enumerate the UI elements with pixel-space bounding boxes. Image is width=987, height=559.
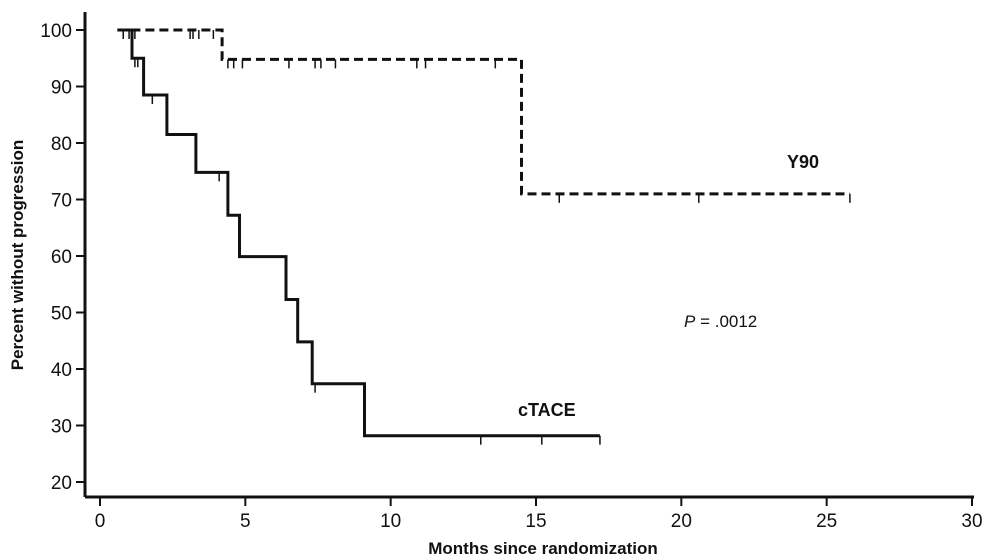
y-tick-label: 30 — [51, 417, 72, 438]
series-layer — [117, 28, 851, 445]
series-line-y90 — [117, 28, 850, 196]
y-tick-label: 90 — [51, 78, 72, 99]
y-tick-label: 80 — [51, 134, 72, 155]
x-axis: 0 5 10 15 20 25 30 — [85, 495, 983, 532]
p-value-text: = .0012 — [695, 312, 757, 331]
x-tick-label: 0 — [95, 511, 106, 532]
series-y90 — [117, 28, 851, 203]
y-axis-title: Percent without progression — [8, 140, 27, 370]
p-value-symbol: P — [684, 312, 696, 331]
p-value-annotation: P = .0012 — [684, 312, 757, 331]
y-tick-label: 70 — [51, 191, 72, 212]
x-tick-label: 30 — [961, 511, 982, 532]
series-label-y90: Y90 — [787, 152, 819, 172]
series-line-ctace — [117, 28, 600, 438]
y-tick-label: 60 — [51, 247, 72, 268]
y-tick-label: 20 — [51, 473, 72, 494]
x-axis-title: Months since randomization — [428, 539, 658, 558]
y-tick-label: 100 — [40, 21, 72, 42]
x-tick-label: 15 — [525, 511, 546, 532]
y-tick-label: 40 — [51, 360, 72, 381]
series-ctace — [117, 28, 601, 445]
y-axis: 20 30 40 50 60 70 80 90 100 — [40, 12, 87, 497]
series-label-ctace: cTACE — [518, 400, 576, 420]
x-tick-label: 20 — [671, 511, 692, 532]
x-tick-label: 5 — [240, 511, 251, 532]
y-tick-label: 50 — [51, 304, 72, 325]
x-tick-label: 10 — [380, 511, 401, 532]
x-tick-label: 25 — [816, 511, 837, 532]
